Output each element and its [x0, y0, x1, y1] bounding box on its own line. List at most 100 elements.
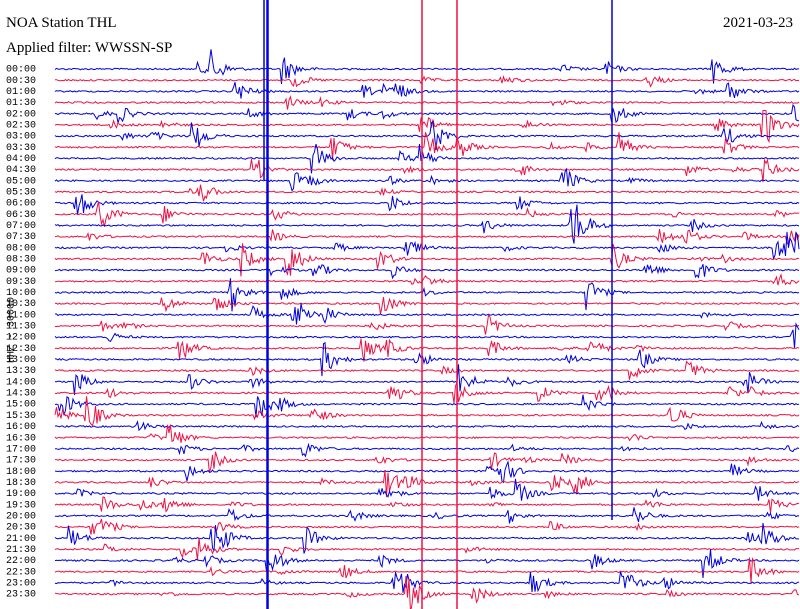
row-label: 14:30 — [6, 389, 36, 400]
trace — [54, 537, 800, 561]
traces — [54, 0, 800, 609]
row-label: 15:30 — [6, 411, 36, 422]
trace — [54, 341, 800, 377]
row-label: 10:30 — [6, 299, 36, 310]
trace — [54, 496, 800, 514]
row-labels: 00:0000:3001:0001:3002:0002:3003:0003:30… — [6, 65, 36, 601]
row-label: 12:30 — [6, 344, 36, 355]
row-label: 08:30 — [6, 255, 36, 266]
row-label: 03:00 — [6, 132, 36, 143]
trace — [55, 451, 800, 473]
trace — [54, 158, 800, 183]
row-label: 18:00 — [6, 467, 36, 478]
trace — [54, 460, 800, 484]
trace — [54, 264, 800, 280]
row-label: 16:00 — [6, 422, 36, 433]
label-gutter — [0, 0, 54, 609]
trace — [55, 303, 800, 325]
trace — [55, 75, 800, 88]
row-label: 12:00 — [6, 333, 36, 344]
trace — [54, 396, 800, 427]
row-label: 02:00 — [6, 109, 36, 120]
row-label: 08:00 — [6, 243, 36, 254]
row-label: 11:30 — [6, 322, 36, 333]
row-label: 23:30 — [6, 590, 36, 601]
trace — [54, 382, 800, 404]
row-label: 00:30 — [6, 76, 36, 87]
row-label: 02:30 — [6, 120, 36, 131]
row-label: 23:00 — [6, 578, 36, 589]
trace — [54, 420, 800, 432]
trace — [54, 571, 800, 593]
trace — [54, 297, 800, 315]
trace — [54, 103, 800, 124]
trace — [54, 507, 800, 524]
trace — [54, 204, 800, 244]
row-label: 04:30 — [6, 165, 36, 176]
row-label: 03:30 — [6, 143, 36, 154]
trace — [54, 338, 800, 362]
row-label: 13:00 — [6, 355, 36, 366]
trace — [54, 132, 800, 161]
trace — [54, 424, 800, 443]
trace — [54, 523, 799, 554]
row-label: 09:30 — [6, 277, 36, 288]
row-label: 10:00 — [6, 288, 36, 299]
trace — [54, 557, 800, 584]
row-label: 05:00 — [6, 176, 36, 187]
row-label: 19:30 — [6, 500, 36, 511]
trace — [54, 49, 799, 85]
trace — [54, 360, 800, 380]
row-label: 11:00 — [6, 310, 36, 321]
row-label: 22:30 — [6, 567, 36, 578]
row-label: 18:30 — [6, 478, 36, 489]
row-label: 20:30 — [6, 523, 36, 534]
row-label: 19:00 — [6, 489, 36, 500]
trace — [54, 194, 800, 215]
trace — [54, 201, 799, 227]
trace — [55, 442, 800, 458]
row-label: 21:30 — [6, 545, 36, 556]
row-label: 01:00 — [6, 87, 36, 98]
trace — [54, 243, 800, 277]
row-label: 06:30 — [6, 210, 36, 221]
trace — [54, 184, 800, 202]
row-label: 09:00 — [6, 266, 36, 277]
row-label: 06:00 — [6, 199, 36, 210]
row-label: 05:30 — [6, 188, 36, 199]
axis-label: HHZ - 30000 — [7, 297, 18, 363]
filter-label: Applied filter: WWSSN-SP — [6, 40, 172, 56]
row-label: 22:00 — [6, 556, 36, 567]
row-label: 00:00 — [6, 65, 36, 76]
row-label: 21:00 — [6, 534, 36, 545]
trace — [54, 313, 800, 335]
trace — [54, 143, 800, 174]
row-label: 14:00 — [6, 377, 36, 388]
trace — [54, 575, 800, 609]
row-label: 20:00 — [6, 511, 36, 522]
row-label: 01:30 — [6, 98, 36, 109]
trace — [54, 469, 800, 498]
row-label: 07:30 — [6, 232, 36, 243]
row-label: 17:00 — [6, 444, 36, 455]
row-label: 13:30 — [6, 366, 36, 377]
row-label: 17:30 — [6, 456, 36, 467]
station-title: NOA Station THL — [6, 15, 117, 31]
trace — [54, 322, 800, 349]
trace — [55, 364, 800, 396]
row-label: 07:00 — [6, 221, 36, 232]
date-label: 2021-03-23 — [723, 15, 793, 31]
trace — [54, 273, 800, 286]
trace — [54, 394, 800, 418]
row-label: 15:00 — [6, 400, 36, 411]
row-label: 04:00 — [6, 154, 36, 165]
trace — [54, 167, 800, 192]
row-label: 16:30 — [6, 433, 36, 444]
trace — [54, 231, 800, 261]
trace — [54, 229, 800, 245]
trace — [54, 549, 800, 578]
trace — [54, 82, 800, 99]
trace — [54, 278, 800, 312]
trace — [54, 94, 800, 110]
